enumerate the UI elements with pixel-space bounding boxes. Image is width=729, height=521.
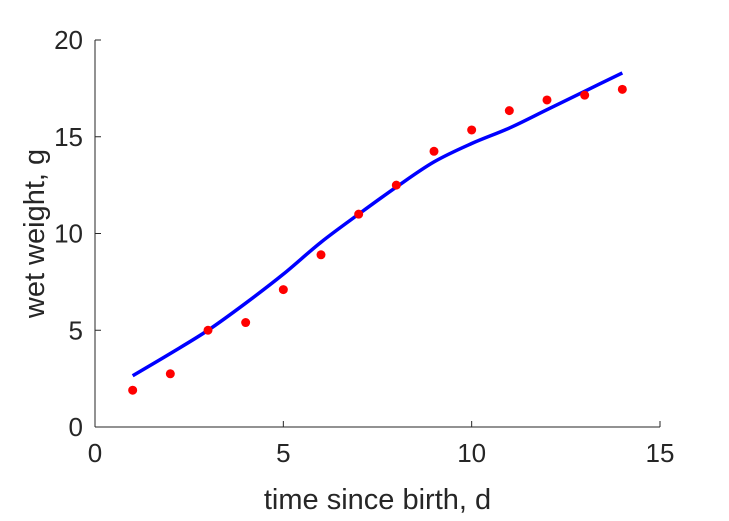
plot-area: [128, 71, 627, 395]
data-point: [580, 90, 590, 100]
data-point: [203, 325, 213, 335]
axes: 0 5 10 15 0 5 10 15 20: [54, 25, 674, 468]
y-tick-label: 0: [69, 412, 83, 442]
x-tick-label: 15: [646, 438, 675, 468]
data-point: [128, 385, 138, 395]
y-tick-label: 15: [54, 122, 83, 152]
y-ticks: 0 5 10 15 20: [54, 25, 101, 442]
x-tick-label: 0: [88, 438, 102, 468]
data-point: [391, 180, 401, 190]
data-point: [617, 84, 627, 94]
data-point: [504, 106, 514, 116]
y-tick-label: 5: [69, 315, 83, 345]
data-point: [316, 250, 326, 260]
data-point: [354, 209, 364, 219]
data-point: [278, 285, 288, 295]
data-point: [429, 146, 439, 156]
data-point: [241, 318, 251, 328]
x-tick-label: 5: [276, 438, 290, 468]
data-point: [467, 125, 477, 135]
x-ticks: 0 5 10 15: [88, 421, 675, 468]
x-axis-title: time since birth, d: [264, 484, 491, 516]
y-tick-label: 20: [54, 25, 83, 55]
y-tick-label: 10: [54, 219, 83, 249]
y-axis-title: wet weight, g: [19, 149, 51, 319]
data-point: [542, 95, 552, 105]
data-point: [165, 369, 175, 379]
x-tick-label: 10: [457, 438, 486, 468]
